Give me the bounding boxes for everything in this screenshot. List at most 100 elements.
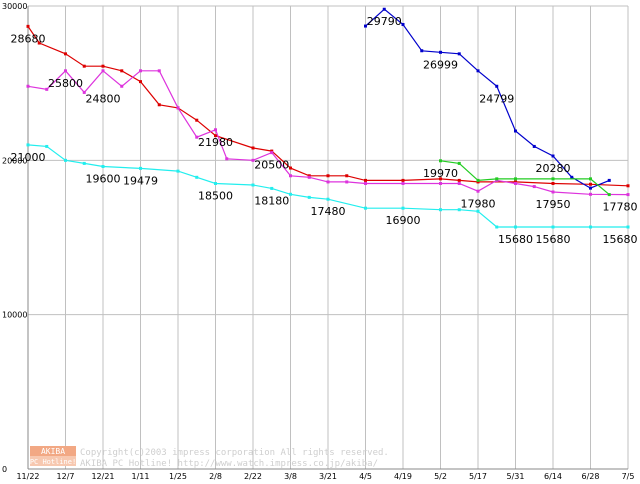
data-point-magenta	[326, 180, 330, 184]
data-point-red	[476, 180, 480, 184]
data-point-green	[457, 161, 461, 165]
data-point-red	[457, 178, 461, 182]
data-point-cyan	[289, 192, 292, 196]
data-point-blue	[382, 7, 386, 11]
series-line-red	[27, 26, 629, 187]
data-point-red	[439, 177, 442, 181]
data-point-magenta	[64, 69, 67, 73]
data-point-magenta	[101, 69, 105, 73]
data-point-red	[139, 80, 142, 84]
data-label: 20280	[536, 162, 571, 175]
data-label: 24800	[86, 92, 121, 105]
y-tick-label: 30000	[2, 2, 27, 11]
x-tick-label: 5/17	[469, 472, 487, 480]
data-label: 19479	[123, 174, 158, 187]
data-label: 28680	[11, 32, 46, 45]
x-tick-label: 11/22	[16, 472, 39, 480]
data-point-blue	[570, 175, 574, 179]
data-point-blue	[401, 23, 405, 27]
data-point-cyan	[64, 158, 67, 162]
data-label: 15680	[498, 233, 533, 246]
data-point-magenta	[401, 181, 405, 185]
data-point-red	[120, 69, 124, 73]
data-point-magenta	[495, 178, 499, 182]
data-label: 21980	[198, 136, 233, 149]
data-point-blue	[514, 129, 517, 133]
data-point-red	[551, 181, 555, 185]
watermark-url: AKIBA PC Hotline! http://www.watch.impre…	[80, 459, 378, 469]
data-label: 18180	[254, 194, 289, 207]
data-point-blue	[457, 52, 461, 56]
data-point-magenta	[551, 190, 555, 194]
data-point-red	[251, 146, 255, 150]
data-label: 19600	[86, 173, 121, 186]
data-point-blue	[532, 144, 536, 148]
data-point-magenta	[195, 135, 199, 139]
data-point-red	[64, 52, 67, 56]
data-point-cyan	[551, 225, 555, 229]
data-point-magenta	[45, 87, 49, 91]
data-point-magenta	[345, 180, 349, 184]
data-point-green	[476, 178, 480, 182]
data-point-red	[101, 64, 105, 68]
data-point-blue	[495, 84, 499, 88]
data-point-cyan	[101, 165, 105, 169]
watermark-copyright: Copyright(c)2003 impress corporation All…	[80, 448, 389, 458]
data-label: 20500	[254, 159, 289, 172]
data-point-magenta	[307, 175, 311, 179]
x-tick-label: 7/5	[622, 472, 635, 480]
data-point-blue	[476, 69, 480, 73]
watermark-badge-top	[30, 446, 76, 456]
data-point-magenta	[176, 106, 180, 110]
data-point-red	[626, 184, 630, 188]
data-point-magenta	[457, 181, 461, 185]
x-tick-label: 2/8	[209, 472, 222, 480]
data-point-cyan	[45, 144, 49, 148]
data-point-cyan	[457, 208, 461, 212]
data-point-magenta	[120, 84, 124, 88]
data-point-cyan	[307, 195, 311, 199]
data-point-blue	[551, 154, 555, 158]
data-point-magenta	[26, 84, 30, 88]
watermark-badge-bottom-text: PC Hotline!	[30, 458, 76, 466]
data-point-cyan	[82, 161, 86, 165]
data-point-green	[514, 177, 517, 181]
data-label: 26999	[423, 58, 458, 71]
data-label: 17780	[603, 201, 638, 214]
data-label: 17480	[311, 205, 346, 218]
data-point-blue	[607, 178, 611, 182]
data-point-red	[26, 24, 30, 28]
data-point-blue	[589, 186, 592, 190]
data-point-cyan	[270, 186, 274, 190]
data-label: 21000	[11, 151, 46, 164]
x-tick-label: 12/7	[57, 472, 75, 480]
data-point-cyan	[401, 206, 405, 210]
data-point-green	[495, 177, 499, 181]
data-point-red	[364, 178, 367, 182]
data-point-cyan	[476, 209, 480, 213]
x-tick-label: 4/5	[359, 472, 372, 480]
data-label: 16900	[386, 214, 421, 227]
data-label: 29790	[367, 15, 402, 28]
data-label: 15680	[536, 233, 571, 246]
data-point-red	[37, 41, 41, 45]
data-point-cyan	[589, 225, 592, 229]
data-point-cyan	[176, 169, 180, 173]
data-point-magenta	[289, 174, 292, 178]
data-point-red	[157, 103, 161, 107]
data-point-green	[439, 159, 442, 163]
data-point-magenta	[364, 181, 367, 185]
data-label: 25800	[48, 77, 83, 90]
y-tick-label: 0	[2, 465, 7, 474]
x-tick-label: 3/8	[284, 472, 297, 480]
data-point-red	[326, 174, 330, 178]
data-point-cyan	[364, 206, 367, 210]
data-label: 17950	[536, 198, 571, 211]
data-point-cyan	[139, 166, 142, 170]
series-line-blue	[365, 8, 610, 189]
data-label: 19970	[423, 167, 458, 180]
x-tick-label: 12/21	[91, 472, 114, 480]
data-point-magenta	[589, 192, 592, 196]
